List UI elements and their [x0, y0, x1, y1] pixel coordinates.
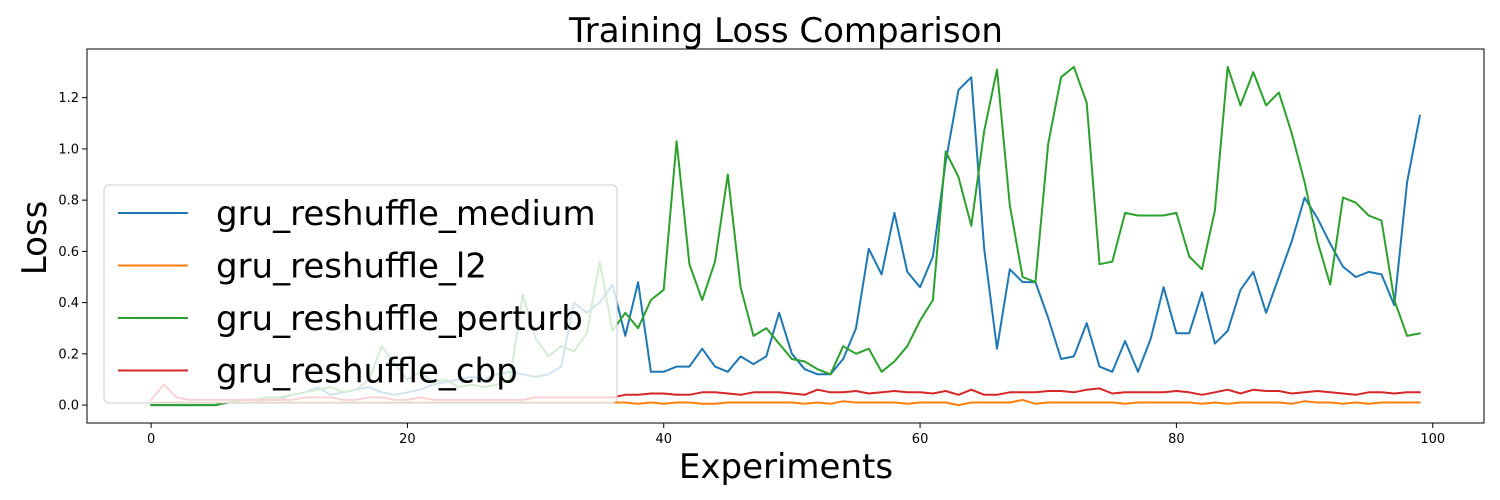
x-tick-label: 40 [655, 432, 672, 447]
x-tick-label: 60 [912, 432, 929, 447]
y-tick-label: 0.8 [58, 194, 79, 209]
chart-title: Training Loss Comparison [568, 11, 1003, 51]
y-tick-label: 0.2 [58, 347, 79, 362]
x-tick-label: 100 [1420, 432, 1445, 447]
x-axis-label: Experiments [679, 447, 893, 487]
legend-box [103, 184, 618, 404]
y-tick-label: 0.4 [58, 296, 79, 311]
y-tick-label: 1.0 [58, 142, 79, 157]
legend: gru_reshuffle_medium gru_reshuffle_l2 gru_… [103, 184, 618, 404]
x-tick-label: 20 [399, 432, 416, 447]
legend-label-gru-reshuffle-cbp: gru_reshuffle_cbp [216, 352, 518, 392]
legend-label-gru-reshuffle-l2: gru_reshuffle_l2 [216, 247, 487, 287]
legend-label-gru-reshuffle-perturb: gru_reshuffle_perturb [216, 299, 583, 339]
y-tick-label: 0.0 [58, 399, 79, 414]
y-axis-label: Loss [15, 201, 55, 276]
y-tick-label: 1.2 [58, 91, 79, 106]
y-tick-label: 0.6 [58, 245, 79, 260]
legend-label-gru-reshuffle-medium: gru_reshuffle_medium [216, 194, 596, 234]
plot-frame [86, 48, 1485, 424]
x-tick-label: 0 [147, 432, 155, 447]
x-tick-label: 80 [1168, 432, 1185, 447]
